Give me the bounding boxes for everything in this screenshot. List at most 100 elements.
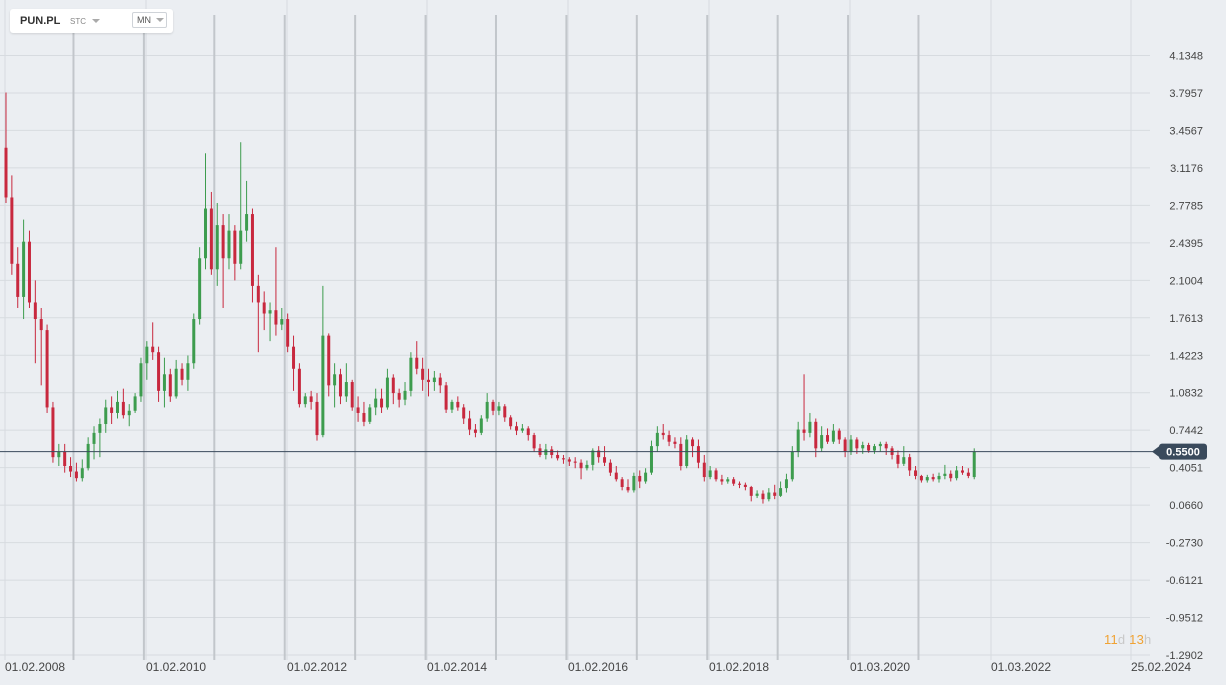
candle-body bbox=[209, 208, 213, 270]
x-tick-label: 01.03.2020 bbox=[850, 660, 910, 674]
candle-body bbox=[714, 470, 718, 480]
candle-body bbox=[743, 484, 747, 488]
candle-body bbox=[473, 429, 477, 433]
candle-body bbox=[157, 352, 161, 391]
candle-body bbox=[849, 439, 853, 452]
candle-body bbox=[485, 401, 489, 419]
candle-body bbox=[620, 479, 624, 488]
candle-body bbox=[104, 407, 108, 425]
candle-body bbox=[168, 374, 172, 397]
candle-body bbox=[368, 407, 372, 422]
candle-body bbox=[110, 407, 114, 413]
candle-body bbox=[262, 302, 266, 314]
candle-body bbox=[732, 479, 736, 484]
year-separators bbox=[72, 15, 920, 660]
candle-body bbox=[421, 368, 425, 380]
candle-body bbox=[63, 451, 67, 467]
candle-body bbox=[444, 385, 448, 410]
candle-body bbox=[57, 451, 61, 458]
candle-body bbox=[556, 454, 560, 459]
candle-body bbox=[749, 487, 753, 496]
candle-body bbox=[878, 443, 882, 447]
candle-body bbox=[831, 430, 835, 442]
candle-body bbox=[632, 475, 636, 491]
candle-body bbox=[250, 214, 254, 286]
candle-body bbox=[98, 424, 102, 433]
symbol-label[interactable]: PUN.PL bbox=[20, 15, 61, 27]
candle-body bbox=[708, 470, 712, 478]
candle-body bbox=[321, 335, 325, 436]
y-tick-label: 0.0660 bbox=[1169, 500, 1203, 512]
grid bbox=[0, 0, 1150, 660]
y-tick-label: 3.1176 bbox=[1170, 163, 1203, 175]
y-tick-label: -0.6121 bbox=[1166, 575, 1203, 587]
y-tick-label: 0.7442 bbox=[1169, 425, 1203, 437]
interval-select[interactable]: MN bbox=[132, 12, 167, 28]
candle-body bbox=[315, 401, 319, 436]
candle-body bbox=[245, 214, 249, 231]
candle-body bbox=[820, 435, 824, 449]
candle-body bbox=[151, 346, 155, 353]
candle-body bbox=[192, 319, 196, 364]
candle-body bbox=[919, 475, 923, 481]
chevron-down-icon bbox=[92, 19, 100, 23]
candle-body bbox=[33, 302, 37, 320]
candle-body bbox=[497, 406, 501, 411]
candle-body bbox=[561, 458, 565, 460]
chart-type-select[interactable]: STC bbox=[70, 13, 100, 29]
candle-body bbox=[843, 439, 847, 452]
candle-body bbox=[626, 487, 630, 491]
chart-type-label: STC bbox=[70, 16, 86, 26]
candle-body bbox=[738, 483, 741, 485]
candle-body bbox=[591, 450, 595, 465]
candle-body bbox=[338, 374, 342, 397]
candle-body bbox=[597, 450, 601, 458]
candle-body bbox=[403, 390, 407, 400]
candle-body bbox=[720, 479, 724, 482]
candle-body bbox=[10, 197, 14, 264]
candle-body bbox=[344, 382, 348, 397]
current-price-tag-arrow bbox=[1152, 445, 1160, 458]
candle-body bbox=[145, 346, 149, 364]
candle-body bbox=[45, 330, 49, 408]
candle-body bbox=[356, 407, 360, 413]
candle-body bbox=[773, 492, 777, 496]
candle-body bbox=[74, 471, 78, 479]
x-tick-label: 01.02.2018 bbox=[709, 660, 769, 674]
y-tick-label: 0.4051 bbox=[1169, 463, 1203, 475]
candle-body bbox=[937, 475, 941, 480]
candle-body bbox=[27, 241, 31, 303]
candle-body bbox=[638, 475, 642, 482]
candle-body bbox=[409, 357, 413, 391]
candle-body bbox=[914, 470, 918, 476]
candle-body bbox=[438, 377, 442, 386]
candle-body bbox=[333, 374, 337, 386]
candle-body bbox=[127, 410, 131, 416]
candle-body bbox=[784, 479, 788, 489]
candle-body bbox=[327, 335, 331, 386]
candle-body bbox=[4, 147, 8, 198]
candle-body bbox=[374, 398, 378, 408]
candle-body bbox=[121, 401, 125, 416]
current-price-tag bbox=[1159, 443, 1207, 460]
candle-body bbox=[779, 488, 783, 496]
y-tick-label: -1.2902 bbox=[1166, 650, 1203, 662]
candle-body bbox=[280, 319, 284, 325]
candle-body bbox=[966, 472, 970, 476]
candle-body bbox=[503, 406, 507, 418]
countdown-days-unit: d bbox=[1117, 632, 1126, 647]
y-tick-label: 2.7785 bbox=[1169, 200, 1203, 212]
current-price: 0.5500 bbox=[0, 443, 1207, 460]
candle-body bbox=[661, 432, 665, 436]
candle-body bbox=[649, 446, 653, 473]
candle-body bbox=[479, 418, 483, 433]
candle-body bbox=[292, 346, 296, 369]
candle-body bbox=[949, 473, 953, 479]
x-tick-label: 01.02.2016 bbox=[568, 660, 628, 674]
y-tick-label: 1.4223 bbox=[1169, 350, 1203, 362]
candle-body bbox=[814, 421, 818, 449]
candle-body bbox=[726, 479, 730, 482]
candle-body bbox=[69, 466, 73, 472]
candle-body bbox=[943, 473, 947, 476]
